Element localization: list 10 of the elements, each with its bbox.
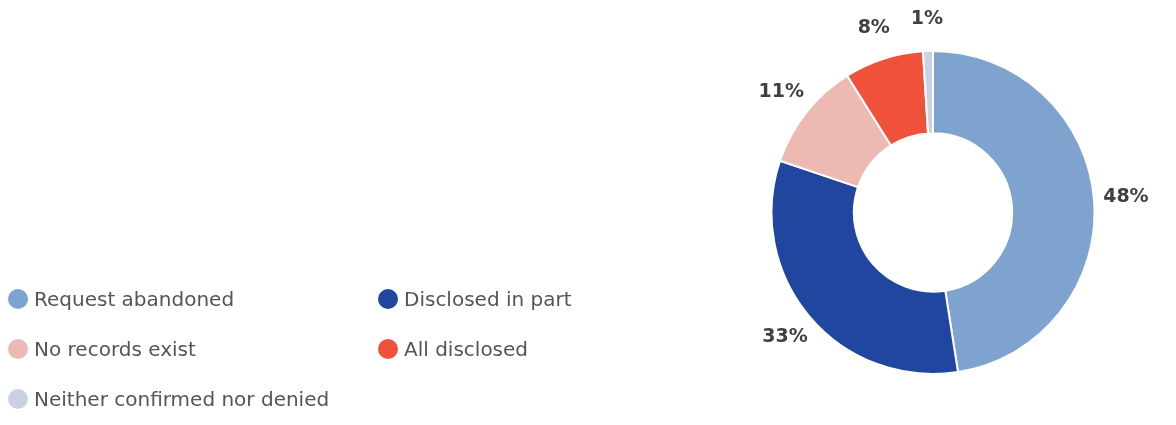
data-label: 33% [762,324,808,347]
legend-label: No records exist [34,337,196,361]
data-label: 8% [857,15,890,38]
legend-label: Request abandoned [34,287,235,311]
legend-label: Neither confirmed nor denied [34,387,330,411]
data-label: 48% [1103,184,1149,207]
data-label: 1% [910,6,944,29]
data-label: 11% [758,79,804,102]
legend-label: Disclosed in part [404,287,572,311]
legend-label: All disclosed [404,337,529,361]
